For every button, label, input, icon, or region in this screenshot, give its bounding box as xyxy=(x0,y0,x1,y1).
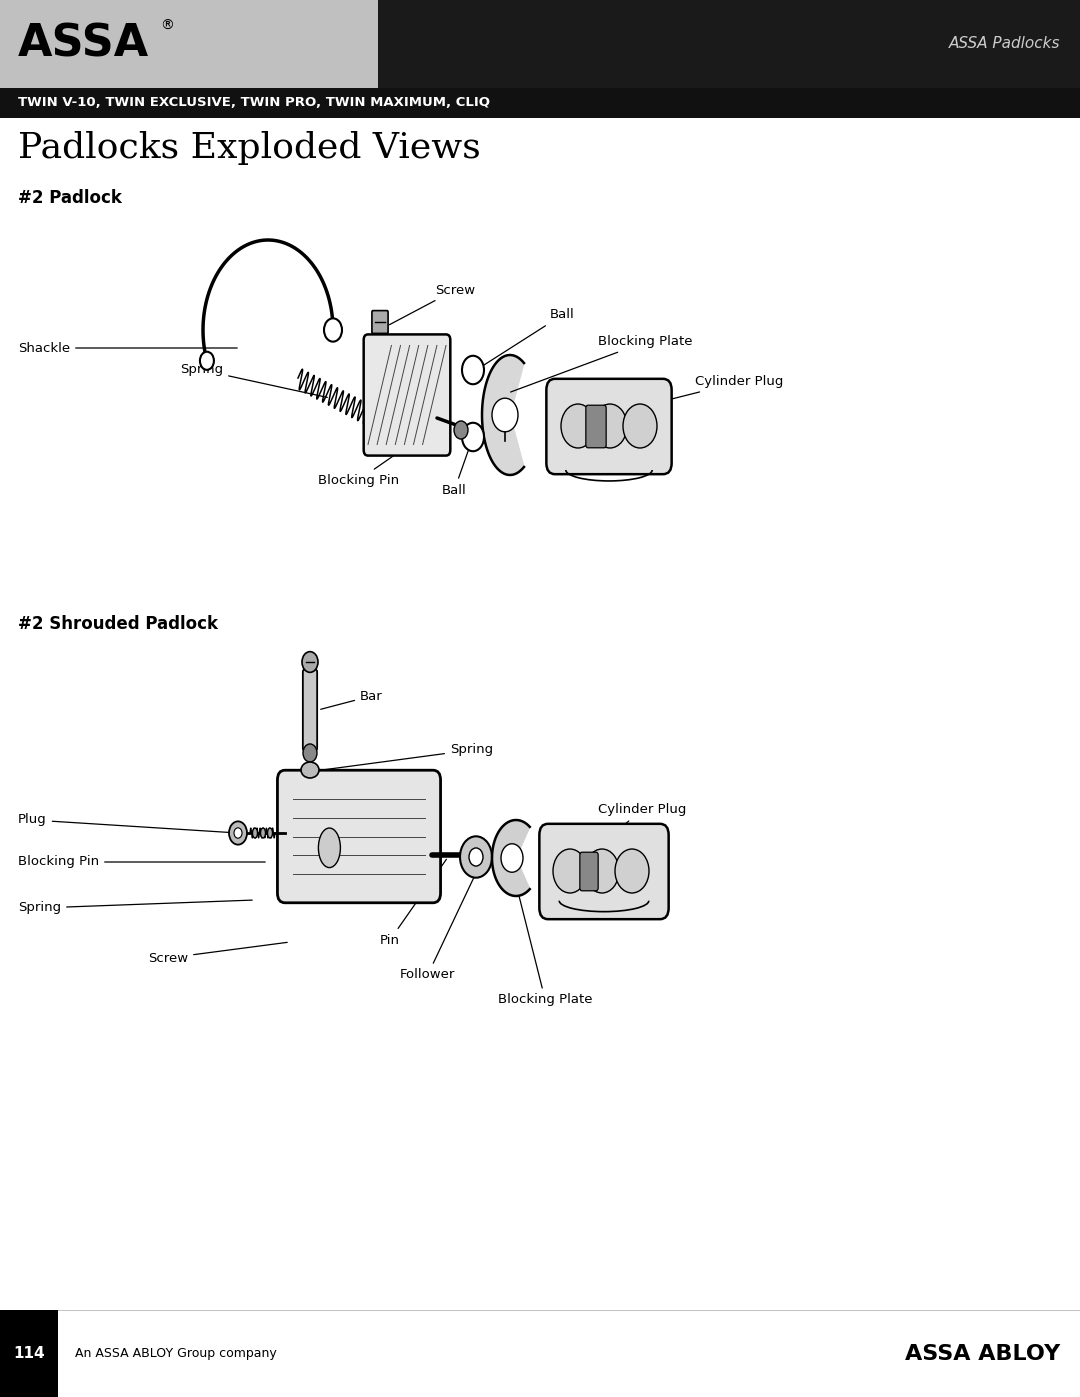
Circle shape xyxy=(462,356,484,384)
Circle shape xyxy=(561,404,595,448)
Text: Spring: Spring xyxy=(325,743,494,770)
Polygon shape xyxy=(482,355,524,475)
Text: Padlocks Exploded Views: Padlocks Exploded Views xyxy=(18,131,481,165)
Text: ASSA Padlocks: ASSA Padlocks xyxy=(948,36,1059,52)
Text: #2 Shrouded Padlock: #2 Shrouded Padlock xyxy=(18,615,218,633)
Bar xyxy=(0,1310,58,1397)
Circle shape xyxy=(593,404,627,448)
Circle shape xyxy=(615,849,649,893)
FancyBboxPatch shape xyxy=(539,824,669,919)
Circle shape xyxy=(585,849,619,893)
Circle shape xyxy=(303,745,318,761)
Ellipse shape xyxy=(301,761,319,778)
Circle shape xyxy=(501,844,523,872)
FancyBboxPatch shape xyxy=(372,310,388,334)
Text: Ball: Ball xyxy=(475,309,575,370)
FancyBboxPatch shape xyxy=(302,669,318,750)
Text: Shackle: Shackle xyxy=(18,341,238,355)
Text: Blocking Pin: Blocking Pin xyxy=(18,855,266,869)
Circle shape xyxy=(229,821,247,845)
Text: Screw: Screw xyxy=(390,284,475,324)
Circle shape xyxy=(302,651,318,672)
Text: Screw: Screw xyxy=(148,943,287,964)
FancyBboxPatch shape xyxy=(278,770,441,902)
Ellipse shape xyxy=(268,828,272,838)
Bar xyxy=(378,0,1080,88)
Text: Ball: Ball xyxy=(442,443,471,496)
Text: TWIN V-10, TWIN EXCLUSIVE, TWIN PRO, TWIN MAXIMUM, CLIQ: TWIN V-10, TWIN EXCLUSIVE, TWIN PRO, TWI… xyxy=(18,96,490,109)
Circle shape xyxy=(324,319,342,342)
Text: Blocking Pin: Blocking Pin xyxy=(318,426,435,486)
Text: An ASSA ABLOY Group company: An ASSA ABLOY Group company xyxy=(75,1347,276,1361)
Text: Blocking Plate: Blocking Plate xyxy=(511,335,692,393)
Text: 114: 114 xyxy=(13,1345,44,1361)
Circle shape xyxy=(553,849,588,893)
Text: ASSA: ASSA xyxy=(18,22,149,66)
Text: ®: ® xyxy=(160,20,174,34)
Text: #2 Padlock: #2 Padlock xyxy=(18,189,122,207)
Ellipse shape xyxy=(253,828,257,838)
Circle shape xyxy=(469,848,483,866)
Text: Plug: Plug xyxy=(18,813,235,833)
Text: Blocking Plate: Blocking Plate xyxy=(498,883,593,1006)
Text: Cylinder Plug: Cylinder Plug xyxy=(598,803,687,847)
Text: ASSA ABLOY: ASSA ABLOY xyxy=(905,1344,1059,1363)
Bar xyxy=(0,0,486,88)
FancyBboxPatch shape xyxy=(580,852,598,891)
Circle shape xyxy=(492,398,518,432)
Text: Bar: Bar xyxy=(321,690,382,710)
FancyBboxPatch shape xyxy=(585,405,606,448)
Text: Follower: Follower xyxy=(400,876,475,982)
Text: Cylinder Plug: Cylinder Plug xyxy=(610,376,783,415)
Bar xyxy=(0,88,1080,117)
Circle shape xyxy=(460,837,492,877)
FancyBboxPatch shape xyxy=(546,379,672,474)
Circle shape xyxy=(454,420,468,439)
Circle shape xyxy=(234,828,242,838)
Circle shape xyxy=(462,423,484,451)
Text: Pin: Pin xyxy=(380,859,446,947)
Text: Spring: Spring xyxy=(18,900,253,915)
Polygon shape xyxy=(492,820,530,895)
Text: Spring: Spring xyxy=(180,363,327,397)
FancyBboxPatch shape xyxy=(364,334,450,455)
Circle shape xyxy=(623,404,657,448)
Ellipse shape xyxy=(319,828,340,868)
Circle shape xyxy=(200,352,214,370)
Ellipse shape xyxy=(260,828,266,838)
